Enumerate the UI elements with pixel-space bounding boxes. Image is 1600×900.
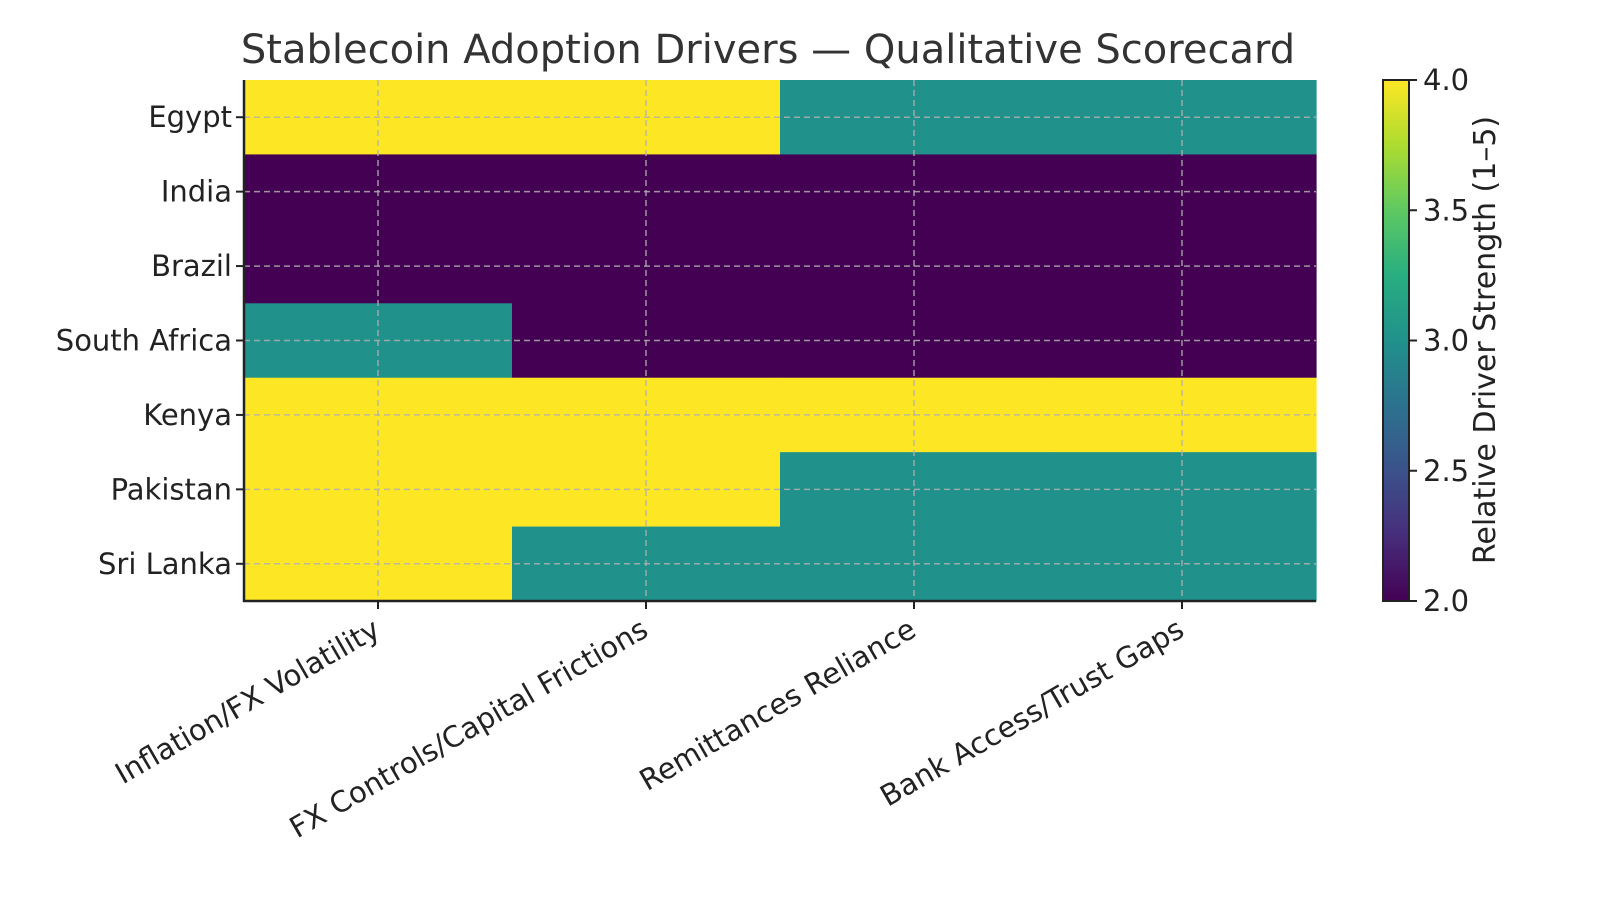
y-axis-labels: Egypt India Brazil South Africa Kenya Pakista… bbox=[56, 100, 232, 581]
grid-lines bbox=[244, 80, 1316, 601]
colorbar-tick-label: 3.5 bbox=[1423, 193, 1469, 227]
colorbar-tick-label: 2.5 bbox=[1423, 454, 1469, 488]
y-tick-label: Kenya bbox=[143, 398, 232, 432]
colorbar-label: Relative Driver Strength (1–5) bbox=[1468, 116, 1503, 564]
x-tick-label: Inflation/FX Volatility bbox=[109, 612, 385, 791]
plot-axes bbox=[236, 80, 1316, 609]
colorbar-tick-label: 2.0 bbox=[1423, 584, 1469, 618]
x-tick-label: Remittances Reliance bbox=[634, 612, 922, 798]
colorbar-ticks: 2.0 2.5 3.0 3.5 4.0 bbox=[1409, 63, 1469, 618]
y-tick-label: Pakistan bbox=[111, 472, 232, 506]
y-tick-label: Brazil bbox=[151, 249, 232, 283]
colorbar-gradient bbox=[1382, 79, 1410, 602]
x-tick-label: Bank Access/Trust Gaps bbox=[874, 612, 1189, 814]
colorbar-tick-label: 4.0 bbox=[1423, 63, 1469, 97]
colorbar: 2.0 2.5 3.0 3.5 4.0 Relative Driver Strength… bbox=[1382, 63, 1503, 618]
chart-title: Stablecoin Adoption Drivers — Qualitativ… bbox=[241, 27, 1295, 73]
colorbar-tick-label: 3.0 bbox=[1423, 324, 1469, 358]
y-tick-label: Egypt bbox=[148, 100, 232, 134]
y-tick-label: South Africa bbox=[56, 324, 232, 358]
y-tick-label: Sri Lanka bbox=[98, 547, 232, 581]
y-tick-label: India bbox=[161, 175, 232, 209]
